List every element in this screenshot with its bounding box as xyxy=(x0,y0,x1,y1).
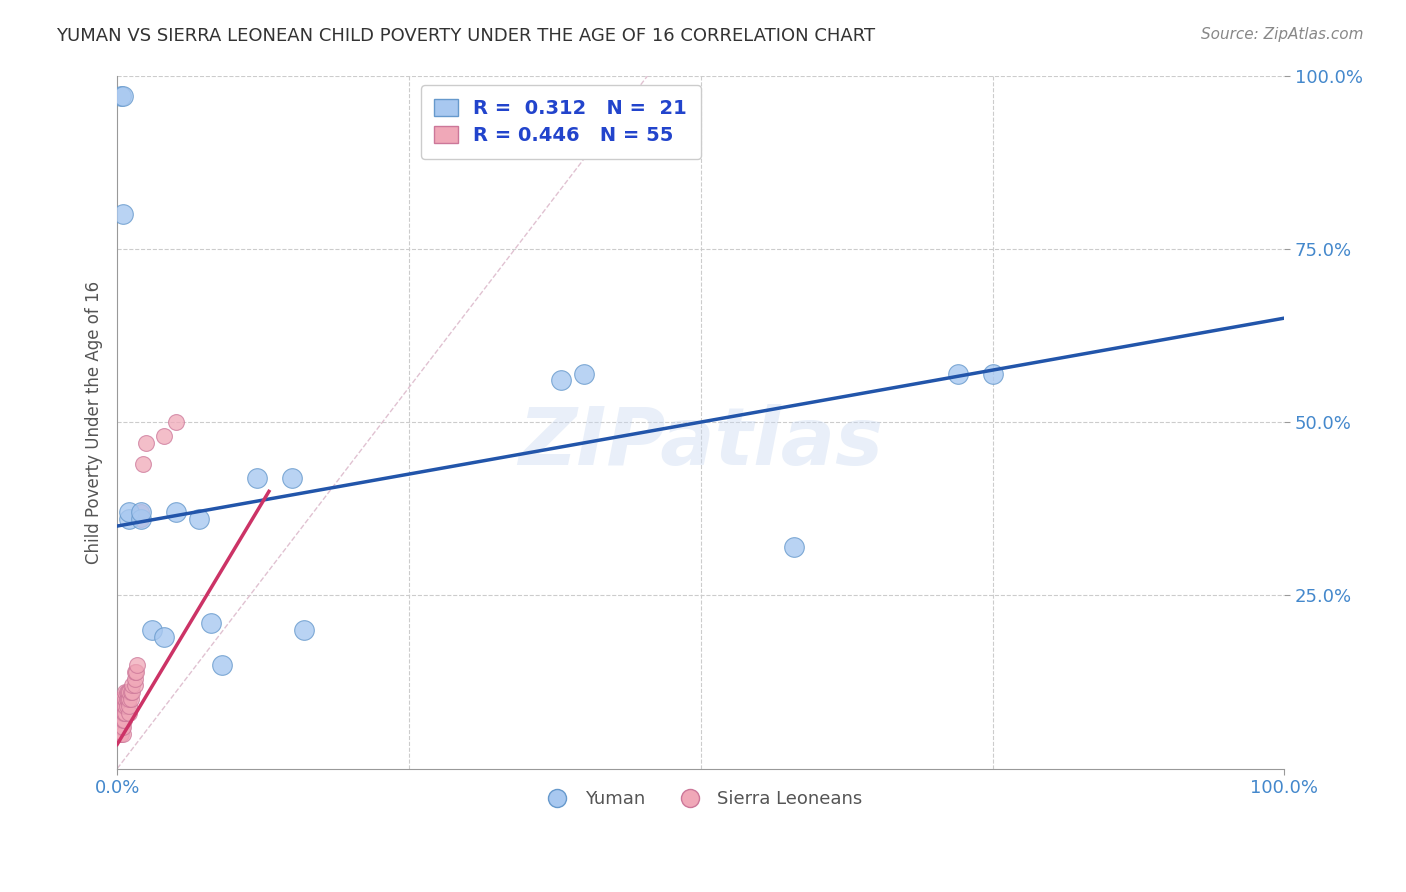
Point xyxy=(124,665,146,679)
Point xyxy=(153,630,176,644)
Point xyxy=(110,699,132,714)
Point xyxy=(117,685,139,699)
Point xyxy=(112,207,135,221)
Point xyxy=(114,699,136,714)
Point xyxy=(135,435,157,450)
Point xyxy=(118,512,141,526)
Point xyxy=(110,706,132,721)
Point xyxy=(118,505,141,519)
Point xyxy=(111,720,134,734)
Point xyxy=(112,699,135,714)
Point xyxy=(115,692,138,706)
Point xyxy=(107,706,129,721)
Point xyxy=(246,470,269,484)
Text: YUMAN VS SIERRA LEONEAN CHILD POVERTY UNDER THE AGE OF 16 CORRELATION CHART: YUMAN VS SIERRA LEONEAN CHILD POVERTY UN… xyxy=(56,27,876,45)
Point xyxy=(132,457,155,471)
Point xyxy=(281,470,304,484)
Point xyxy=(118,685,141,699)
Point xyxy=(110,713,132,727)
Point xyxy=(112,699,135,714)
Point xyxy=(200,616,222,631)
Y-axis label: Child Poverty Under the Age of 16: Child Poverty Under the Age of 16 xyxy=(86,280,103,564)
Point xyxy=(112,706,135,721)
Point xyxy=(110,89,132,103)
Text: ZIPatlas: ZIPatlas xyxy=(519,404,883,482)
Point xyxy=(111,706,134,721)
Point xyxy=(112,706,135,721)
Point xyxy=(110,727,132,741)
Point xyxy=(187,512,209,526)
Point xyxy=(118,706,141,721)
Point xyxy=(114,685,136,699)
Point xyxy=(110,720,132,734)
Point xyxy=(124,678,146,692)
Point xyxy=(129,505,152,519)
Point xyxy=(117,692,139,706)
Point xyxy=(153,429,176,443)
Point xyxy=(111,699,134,714)
Point xyxy=(292,623,315,637)
Point xyxy=(125,665,148,679)
Point xyxy=(981,367,1004,381)
Point xyxy=(114,706,136,721)
Point xyxy=(129,512,152,526)
Point xyxy=(120,692,142,706)
Point xyxy=(107,713,129,727)
Point xyxy=(115,685,138,699)
Legend: Yuman, Sierra Leoneans: Yuman, Sierra Leoneans xyxy=(533,782,869,815)
Point xyxy=(165,505,187,519)
Point xyxy=(114,692,136,706)
Point xyxy=(108,713,131,727)
Point xyxy=(783,540,806,554)
Point xyxy=(108,720,131,734)
Point xyxy=(107,720,129,734)
Point xyxy=(112,692,135,706)
Point xyxy=(125,657,148,672)
Point xyxy=(112,713,135,727)
Point xyxy=(121,678,143,692)
Point xyxy=(111,713,134,727)
Text: Source: ZipAtlas.com: Source: ZipAtlas.com xyxy=(1201,27,1364,42)
Point xyxy=(165,415,187,429)
Point xyxy=(129,505,152,519)
Point xyxy=(120,685,142,699)
Point xyxy=(141,623,163,637)
Point xyxy=(211,657,233,672)
Point xyxy=(124,672,146,686)
Point xyxy=(112,727,135,741)
Point xyxy=(110,692,132,706)
Point xyxy=(112,89,135,103)
Point xyxy=(121,685,143,699)
Point xyxy=(572,367,595,381)
Point xyxy=(108,706,131,721)
Point xyxy=(118,692,141,706)
Point xyxy=(112,713,135,727)
Point xyxy=(946,367,969,381)
Point xyxy=(118,699,141,714)
Point xyxy=(129,512,152,526)
Point xyxy=(107,727,129,741)
Point xyxy=(115,699,138,714)
Point xyxy=(550,374,572,388)
Point xyxy=(112,720,135,734)
Point xyxy=(108,727,131,741)
